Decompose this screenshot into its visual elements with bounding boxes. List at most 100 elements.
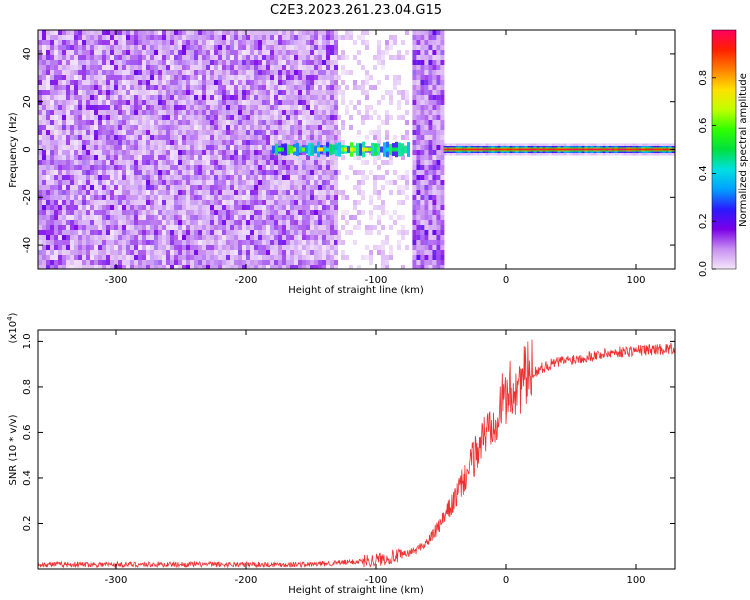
heatmap-cell [416,35,421,40]
heatmap-cell [306,75,310,80]
heatmap-cell [262,80,266,85]
heatmap-cell [122,265,126,269]
heatmap-cell [238,55,242,60]
heatmap-cell [122,200,126,205]
heatmap-cell [114,115,118,120]
heatmap-cell [322,35,326,40]
heatmap-cell [162,40,166,45]
heatmap-cell [416,135,421,140]
heatmap-cell [420,40,425,45]
heatmap-cell [393,220,397,225]
heatmap-cell [330,220,334,225]
heatmap-cell [138,170,142,175]
heatmap-cell [218,105,222,110]
heatmap-cell [497,148,501,151]
heatmap-cell [166,120,170,125]
heatmap-cell [98,230,102,235]
heatmap-cell [365,105,369,110]
heatmap-cell [302,160,306,165]
heatmap-cell [286,55,290,60]
heatmap-cell [170,70,174,75]
heatmap-cell [226,195,230,200]
heatmap-cell [290,70,294,75]
heatmap-cell [122,135,126,140]
heatmap-cell [174,235,178,240]
heatmap-cell [58,165,62,170]
heatmap-cell [70,120,74,125]
heatmap-cell [174,250,178,255]
heatmap-cell [74,130,78,135]
heatmap-cell [202,200,206,205]
heatmap-cell [206,155,210,160]
heatmap-cell [432,150,437,155]
heatmap-cell [361,255,365,260]
heatmap-cell [50,145,54,150]
heatmap-cell [178,130,182,135]
heatmap-cell [154,170,158,175]
heatmap-cell [416,70,421,75]
heatmap-cell [58,30,62,35]
heatmap-cell [58,200,62,205]
heatmap-cell [274,220,278,225]
heatmap-cell [242,150,246,155]
heatmap-cell [114,190,118,195]
heatmap-cell [202,135,206,140]
heatmap-cell [318,220,322,225]
heatmap-cell [66,95,70,100]
heatmap-cell [66,145,70,150]
heatmap-cell [86,190,90,195]
heatmap-cell [420,105,425,110]
heatmap-cell [106,40,110,45]
colorbar-ticks: 0.00.20.40.60.8 [698,70,716,277]
heatmap-cell [42,120,46,125]
heatmap-cell [436,185,441,190]
heatmap-cell [440,120,445,125]
heatmap-cell [293,147,296,152]
heatmap-cell [218,100,222,105]
heatmap-cell [126,170,130,175]
heatmap-cell [102,205,106,210]
heatmap-cell [246,150,250,155]
heatmap-cell [146,260,150,265]
heatmap-cell [150,45,154,50]
heatmap-cell [58,80,62,85]
heatmap-cell [154,165,158,170]
heatmap-cell [170,75,174,80]
heatmap-cell [162,160,166,165]
heatmap-cell [114,55,118,60]
heatmap-cell [254,255,258,260]
heatmap-cell [334,135,338,140]
heatmap-cell [587,148,591,151]
heatmap-cell [270,185,274,190]
heatmap-cell [106,200,110,205]
heatmap-cell [278,100,282,105]
heatmap-cell [389,250,393,255]
heatmap-cell [302,195,306,200]
heatmap-cell [38,235,42,240]
heatmap-cell [294,80,298,85]
heatmap-cell [286,160,290,165]
heatmap-cell [428,205,433,210]
heatmap-cell [150,95,154,100]
heatmap-cell [420,60,425,65]
heatmap-cell [102,105,106,110]
heatmap-cell [150,35,154,40]
heatmap-cell [428,155,433,160]
heatmap-cell [82,95,86,100]
heatmap-cell [134,265,138,269]
heatmap-cell [282,210,286,215]
heatmap-cell [258,140,262,145]
heatmap-cell [238,265,242,269]
heatmap-cell [345,30,349,35]
heatmap-cell [222,150,226,155]
heatmap-cell [198,265,202,269]
heatmap-cell [174,85,178,90]
heatmap-cell [122,220,126,225]
heatmap-cell [66,215,70,220]
heatmap-cell [436,110,441,115]
heatmap-cell [412,265,417,269]
heatmap-cell [330,95,334,100]
heatmap-cell [62,75,66,80]
heatmap-cell [436,75,441,80]
heatmap-cell [416,65,421,70]
